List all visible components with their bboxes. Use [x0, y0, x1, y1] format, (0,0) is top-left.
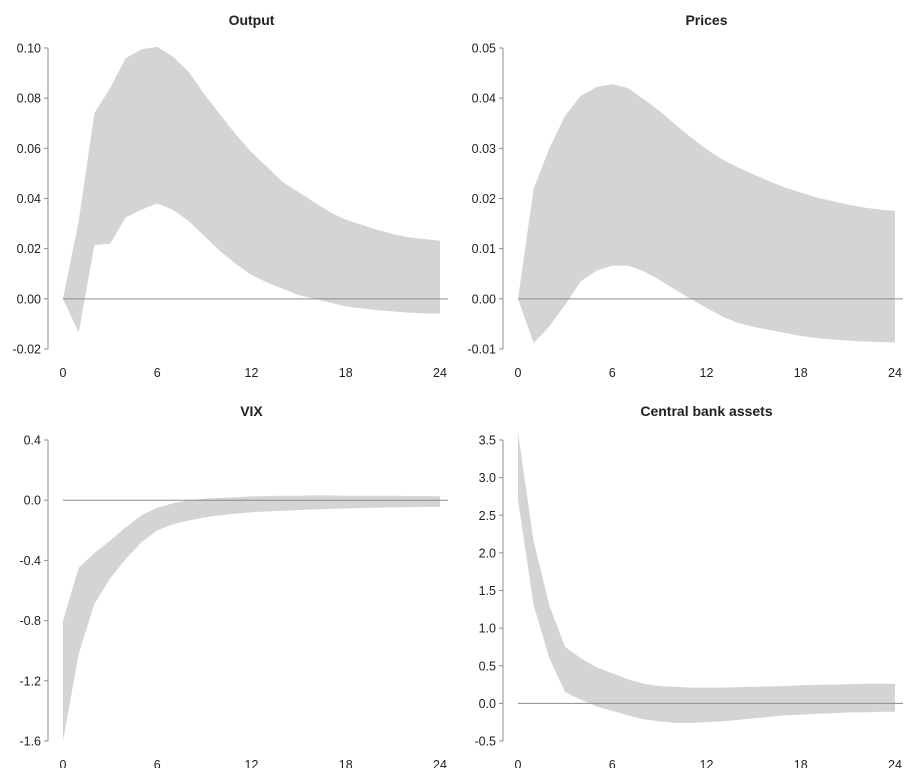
x-tick-label: 18 [339, 758, 353, 768]
panel-vix: VIX 0.4 0.0 -0.4 -0.8 -1.2 -1.6 0 6 12 18 24 [19, 403, 448, 768]
x-tick-label: 0 [515, 366, 522, 380]
y-tick-label: 0.5 [479, 659, 496, 673]
y-tick-label: -1.6 [19, 735, 41, 749]
y-tick-label: 0.04 [472, 92, 496, 106]
x-tick-label: 6 [154, 366, 161, 380]
y-tick-label: 0.10 [17, 42, 41, 56]
confidence-band [518, 84, 895, 343]
y-tick-label: 2.5 [479, 509, 496, 523]
y-tick-label: 0.0 [479, 697, 496, 711]
confidence-band [518, 432, 895, 723]
x-tick-label: 0 [60, 366, 67, 380]
y-tick-label: 3.0 [479, 471, 496, 485]
y-tick-label: -1.2 [19, 674, 41, 688]
y-tick-label: 0.03 [472, 142, 496, 156]
y-tick-label: 0.0 [24, 494, 41, 508]
y-tick-label: -0.4 [19, 554, 41, 568]
y-tick-label: 3.5 [479, 434, 496, 448]
x-tick-label: 18 [339, 366, 353, 380]
x-tick-label: 0 [60, 758, 67, 768]
y-tick-label: 0.00 [472, 292, 496, 306]
x-tick-label: 18 [794, 366, 808, 380]
panel-title: Central bank assets [640, 403, 772, 419]
y-tick-label: -0.02 [13, 343, 42, 357]
panel-title: VIX [240, 403, 263, 419]
confidence-band [63, 495, 440, 741]
y-tick-label: 1.0 [479, 622, 496, 636]
y-tick-label: 0.01 [472, 242, 496, 256]
x-tick-label: 12 [245, 758, 259, 768]
x-tick-label: 6 [609, 758, 616, 768]
confidence-band [63, 46, 440, 333]
panel-central-bank-assets: Central bank assets 3.5 3.0 2.5 2.0 1.5 1.0 0.… [474, 403, 903, 768]
x-tick-label: 24 [433, 366, 447, 380]
x-tick-label: 12 [700, 758, 714, 768]
y-tick-label: -0.5 [474, 735, 496, 749]
x-tick-label: 18 [794, 758, 808, 768]
y-tick-label: 0.00 [17, 292, 41, 306]
x-tick-label: 24 [433, 758, 447, 768]
y-tick-label: 0.05 [472, 42, 496, 56]
x-tick-label: 6 [609, 366, 616, 380]
x-tick-label: 6 [154, 758, 161, 768]
x-tick-label: 0 [515, 758, 522, 768]
y-tick-label: -0.8 [19, 614, 41, 628]
x-tick-label: 24 [888, 366, 902, 380]
x-tick-label: 12 [245, 366, 259, 380]
y-tick-label: 0.08 [17, 92, 41, 106]
panel-title: Prices [685, 12, 727, 28]
y-tick-label: -0.01 [468, 343, 497, 357]
x-tick-label: 12 [700, 366, 714, 380]
y-tick-label: 0.04 [17, 192, 41, 206]
panel-prices: Prices 0.05 0.04 0.03 0.02 0.01 0.00 -0.01 0 6 12… [468, 12, 903, 380]
panel-output: Output 0.10 0.08 0.06 0.04 0.02 0.00 -0.02 0 6 12… [13, 12, 448, 380]
y-tick-label: 0.06 [17, 142, 41, 156]
y-tick-label: 0.02 [17, 242, 41, 256]
x-tick-label: 24 [888, 758, 902, 768]
y-tick-label: 0.4 [24, 434, 41, 448]
panel-title: Output [229, 12, 275, 28]
y-tick-label: 2.0 [479, 546, 496, 560]
y-tick-label: 0.02 [472, 192, 496, 206]
y-tick-label: 1.5 [479, 584, 496, 598]
